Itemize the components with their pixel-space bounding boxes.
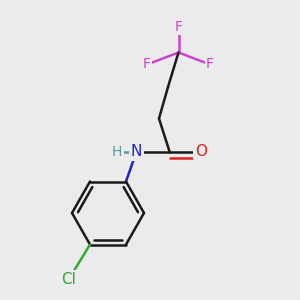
Text: O: O bbox=[195, 144, 207, 159]
Text: H: H bbox=[112, 145, 122, 158]
Text: N: N bbox=[131, 144, 142, 159]
Text: F: F bbox=[206, 58, 214, 71]
Text: F: F bbox=[175, 20, 182, 34]
Text: Cl: Cl bbox=[61, 272, 76, 286]
Text: F: F bbox=[143, 58, 151, 71]
